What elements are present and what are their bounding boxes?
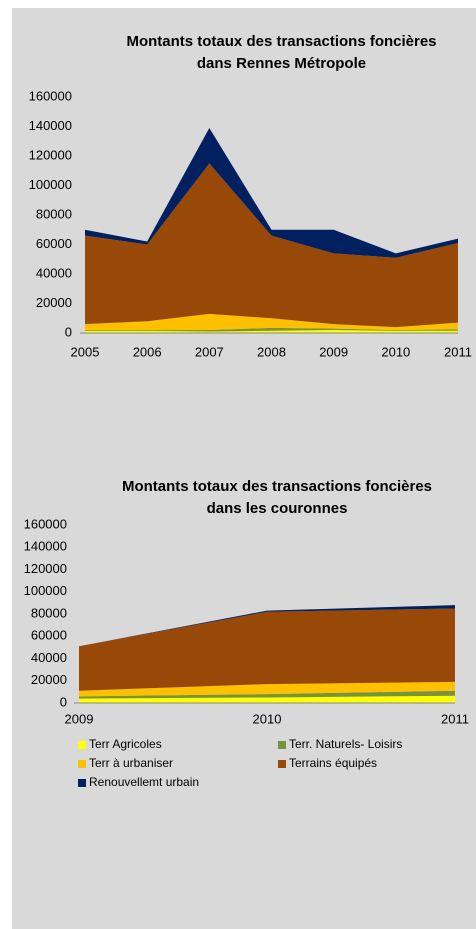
legend-label: Renouvellemt urbain xyxy=(89,775,199,789)
chart-subtitle: dans les couronnes xyxy=(207,500,348,517)
x-tick-label: 2005 xyxy=(71,344,100,359)
y-tick-label: 20000 xyxy=(36,295,72,310)
y-tick-label: 140000 xyxy=(29,118,72,133)
area xyxy=(79,690,455,699)
y-tick-label: 20000 xyxy=(31,672,67,687)
y-tick-label: 160000 xyxy=(29,88,72,103)
y-tick-label: 40000 xyxy=(36,265,72,280)
chart-subtitle: dans Rennes Métropole xyxy=(197,55,366,72)
y-tick-label: 60000 xyxy=(36,236,72,251)
x-tick-label: 2009 xyxy=(65,711,94,726)
y-tick-label: 60000 xyxy=(31,628,67,643)
y-tick-label: 0 xyxy=(65,324,72,339)
area xyxy=(79,681,455,697)
y-tick-label: 160000 xyxy=(24,516,67,531)
chart-title: Montants totaux des transactions foncièr… xyxy=(126,33,436,50)
area xyxy=(85,313,458,331)
y-tick-label: 0 xyxy=(60,694,67,709)
legend-label: Terr à urbaniser xyxy=(89,756,173,770)
legend-label: Terrains équipés xyxy=(289,756,377,770)
x-tick-label: 2006 xyxy=(133,344,162,359)
legend-swatch xyxy=(78,779,86,787)
legend-swatch xyxy=(78,760,86,768)
y-tick-label: 80000 xyxy=(31,605,67,620)
x-tick-label: 2010 xyxy=(381,344,410,359)
y-tick-label: 120000 xyxy=(29,147,72,162)
area xyxy=(85,127,458,258)
x-tick-label: 2008 xyxy=(257,344,286,359)
y-tick-label: 120000 xyxy=(24,561,67,576)
legend-swatch xyxy=(278,760,286,768)
x-tick-label: 2009 xyxy=(319,344,348,359)
x-tick-label: 2011 xyxy=(441,711,469,726)
area xyxy=(79,695,455,703)
legend-label: Terr. Naturels- Loisirs xyxy=(289,737,402,751)
x-tick-label: 2011 xyxy=(444,344,472,359)
x-tick-label: 2010 xyxy=(253,711,282,726)
y-tick-label: 40000 xyxy=(31,650,67,665)
area xyxy=(85,330,458,333)
panel-bg xyxy=(12,8,476,929)
y-tick-label: 100000 xyxy=(29,177,72,192)
chart-title: Montants totaux des transactions foncièr… xyxy=(122,478,432,495)
legend-swatch xyxy=(78,741,86,749)
y-tick-label: 80000 xyxy=(36,206,72,221)
legend-label: Terr Agricoles xyxy=(89,737,162,751)
area xyxy=(85,163,458,328)
y-tick-label: 100000 xyxy=(24,583,67,598)
area xyxy=(85,327,458,332)
x-tick-label: 2007 xyxy=(195,344,224,359)
area xyxy=(79,608,455,691)
y-tick-label: 140000 xyxy=(24,539,67,554)
legend-swatch xyxy=(278,741,286,749)
